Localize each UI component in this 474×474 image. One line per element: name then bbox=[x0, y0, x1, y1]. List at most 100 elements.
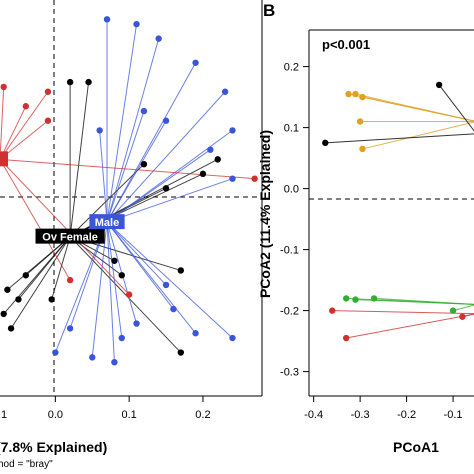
panel-a-sample-point bbox=[96, 127, 103, 134]
panel-b-label: B bbox=[263, 1, 275, 20]
panel-a-spider-line bbox=[106, 62, 197, 223]
panel-a-spider-line bbox=[0, 159, 71, 281]
panel-a-sample-point bbox=[221, 88, 229, 95]
panel-b-sample-point bbox=[345, 90, 352, 98]
panel-a-spider-line bbox=[106, 222, 123, 339]
panel-b-sample-point bbox=[359, 145, 366, 153]
panel-a-sample-point bbox=[0, 83, 7, 91]
panel-a-sample-point bbox=[162, 185, 170, 192]
panel-a-sample-point bbox=[162, 281, 170, 289]
panel-b-y-tick-label: 0.2 bbox=[284, 62, 299, 74]
panel-a-spider-line bbox=[99, 130, 108, 223]
panel-a-sample-point bbox=[199, 170, 207, 178]
panel-a-spider-line bbox=[91, 222, 108, 358]
panel-b-x-tick-label: -0.2 bbox=[397, 409, 416, 421]
panel-a-sample-point bbox=[66, 78, 74, 86]
panel-a-sample-point bbox=[66, 325, 74, 332]
panel-b-spider-line bbox=[374, 297, 474, 305]
panel-a-spider-line bbox=[69, 236, 182, 353]
panel-a-group-label-box bbox=[0, 151, 8, 167]
panel-b-x-tick-label: -0.1 bbox=[444, 409, 463, 421]
panel-a-spider-line bbox=[0, 106, 27, 160]
panel-b-spider-line bbox=[438, 84, 474, 132]
panel-a-spider-line bbox=[69, 82, 90, 237]
panel-a-spider-line bbox=[51, 236, 71, 300]
panel-b-sample-point bbox=[342, 295, 350, 302]
panel-a-footnote: hod = "bray" bbox=[0, 459, 53, 470]
panel-a-spider-line bbox=[0, 91, 49, 160]
panel-a-sample-point bbox=[125, 291, 133, 298]
panel-a-spider-line bbox=[106, 129, 233, 223]
panel-b-spider-line bbox=[362, 121, 474, 150]
panel-a-spider-line bbox=[10, 236, 71, 329]
panel-b-y-tick-label: -0.3 bbox=[280, 367, 299, 379]
panel-b: B p<0.001 0.2 0.1 0.0 -0.1 -0.2 -0.3 -0.4 -0.3… bbox=[257, 1, 474, 455]
panel-a-sample-point bbox=[229, 175, 236, 182]
panel-a-sample-point bbox=[133, 20, 140, 28]
panel-a-sample-point bbox=[118, 334, 125, 342]
panel-a-spider-line bbox=[106, 178, 233, 223]
panel-a-spider-line bbox=[106, 221, 196, 334]
panel-a-spider-line bbox=[106, 221, 233, 339]
panel-a-sample-point bbox=[118, 272, 125, 279]
panel-a-sample-point bbox=[192, 59, 199, 66]
panel-a-sample-point bbox=[85, 78, 92, 86]
panel-a-sample-point bbox=[111, 358, 118, 366]
panel-a-sample-point bbox=[89, 354, 96, 361]
panel-a-sample-point bbox=[44, 88, 52, 95]
panel-a-x-tick-label: 0.1 bbox=[122, 409, 137, 421]
panel-b-sample-point bbox=[449, 307, 457, 314]
panel-a-sample-point bbox=[52, 349, 59, 356]
panel-a-spider-line bbox=[0, 86, 5, 160]
panel-b-sample-point bbox=[342, 334, 350, 342]
panel-b-sample-point bbox=[359, 93, 366, 101]
panel-b-sample-point bbox=[356, 118, 364, 125]
panel-b-sample-point bbox=[459, 313, 466, 320]
panel-a-spider-line bbox=[106, 149, 211, 223]
panel-b-p-value: p<0.001 bbox=[322, 37, 370, 52]
panel-a-sample-point bbox=[177, 267, 185, 274]
panel-b-sample-point bbox=[435, 81, 443, 89]
panel-b-x-axis-label: PCoA1 bbox=[393, 439, 439, 455]
panel-a-group-label-box bbox=[35, 228, 105, 244]
panel-a-sample-point bbox=[192, 330, 199, 337]
panel-a-spider-line bbox=[106, 221, 167, 286]
panel-a-spider-line bbox=[106, 110, 145, 223]
panel-a-group-label-box bbox=[89, 214, 125, 230]
panel-a-sample-point bbox=[140, 160, 148, 168]
panel-b-spider-line bbox=[452, 304, 474, 312]
panel-a-sample-point bbox=[155, 35, 162, 42]
panel-a-sample-point bbox=[162, 117, 170, 124]
panel-a-sample-point bbox=[251, 175, 258, 182]
panel-a-spider-line bbox=[18, 236, 71, 300]
panel-b-sample-point bbox=[352, 296, 359, 303]
panel-a-sample-point bbox=[140, 107, 148, 115]
panel-a-sample-point bbox=[214, 156, 221, 163]
panel-b-y-axis-label: PCoA2 (11.4% Explained) bbox=[257, 130, 273, 298]
panel-b-x-tick-label: -0.4 bbox=[304, 409, 323, 421]
panel-a-sample-point bbox=[7, 325, 15, 332]
panel-a-x-tick-label: 0.0 bbox=[48, 409, 63, 421]
panel-a-sample-point bbox=[22, 272, 30, 279]
panel-a-x-tick-label: 0.2 bbox=[195, 409, 210, 421]
panel-a-sample-point bbox=[66, 276, 74, 284]
panel-a-x-axis-label: (7.8% Explained) bbox=[0, 439, 107, 455]
panel-b-x-tick-label: -0.3 bbox=[351, 409, 370, 421]
panel-a-spider-line bbox=[106, 222, 115, 363]
panel-b-y-tick-label: -0.2 bbox=[280, 306, 299, 318]
panel-a-sample-point bbox=[0, 310, 7, 318]
panel-b-sample-point bbox=[329, 307, 336, 314]
panel-b-sample-point bbox=[322, 139, 329, 147]
panel-a-sample-point bbox=[15, 296, 22, 303]
panel-a-sample-point bbox=[133, 320, 140, 327]
panel-a-sample-point bbox=[44, 117, 52, 124]
panel-a-sample-point bbox=[177, 349, 185, 356]
panel-b-sample-point bbox=[370, 295, 378, 302]
panel-a-spider-line bbox=[0, 158, 255, 180]
panel-b-spider-line bbox=[325, 133, 474, 144]
panel-a-sample-point bbox=[22, 103, 30, 110]
panel-b-y-tick-label: 0.0 bbox=[284, 184, 299, 196]
panel-a-sample-point bbox=[229, 334, 236, 342]
panel-a-spider-line bbox=[54, 221, 108, 353]
